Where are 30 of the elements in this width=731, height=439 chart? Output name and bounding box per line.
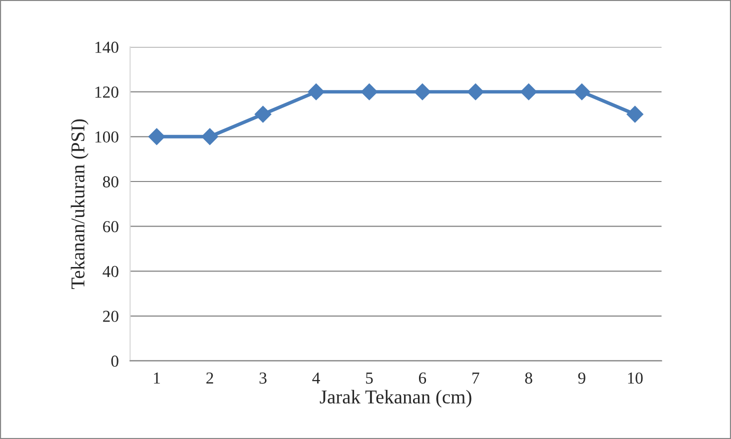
x-axis-title: Jarak Tekanan (cm) bbox=[320, 390, 472, 408]
y-tick-label: 140 bbox=[95, 42, 118, 53]
point bbox=[520, 83, 538, 100]
y-tick-label: 80 bbox=[102, 176, 118, 188]
y-axis-title: Tekanan/ukuran (PSI) bbox=[70, 119, 88, 290]
point bbox=[201, 128, 218, 146]
x-tick-label: 6 bbox=[418, 372, 426, 384]
y-tick-label: 60 bbox=[103, 221, 118, 232]
y-tick-label: 20 bbox=[103, 310, 118, 322]
x-tick-label: 3 bbox=[260, 372, 266, 384]
x-tick-label: 10 bbox=[628, 372, 643, 384]
point bbox=[360, 83, 378, 100]
y-tick-label: 120 bbox=[95, 86, 118, 98]
x-tick-label: 1 bbox=[154, 372, 160, 384]
point bbox=[148, 128, 166, 146]
x-tick-label: 5 bbox=[366, 372, 373, 384]
point bbox=[414, 83, 431, 100]
y-tick-label: 0 bbox=[111, 356, 118, 367]
point bbox=[308, 83, 324, 100]
y-tick-label: 40 bbox=[102, 266, 118, 278]
point bbox=[254, 106, 272, 123]
point bbox=[467, 83, 484, 100]
point bbox=[626, 106, 644, 123]
x-tick-label: 7 bbox=[472, 372, 480, 384]
x-tick-label: 9 bbox=[578, 372, 586, 384]
x-tick-label: 8 bbox=[525, 372, 532, 384]
y-tick-label: 100 bbox=[95, 131, 118, 143]
point bbox=[573, 83, 590, 100]
x-tick-label: 2 bbox=[206, 372, 214, 384]
x-tick-label: 4 bbox=[312, 372, 320, 384]
